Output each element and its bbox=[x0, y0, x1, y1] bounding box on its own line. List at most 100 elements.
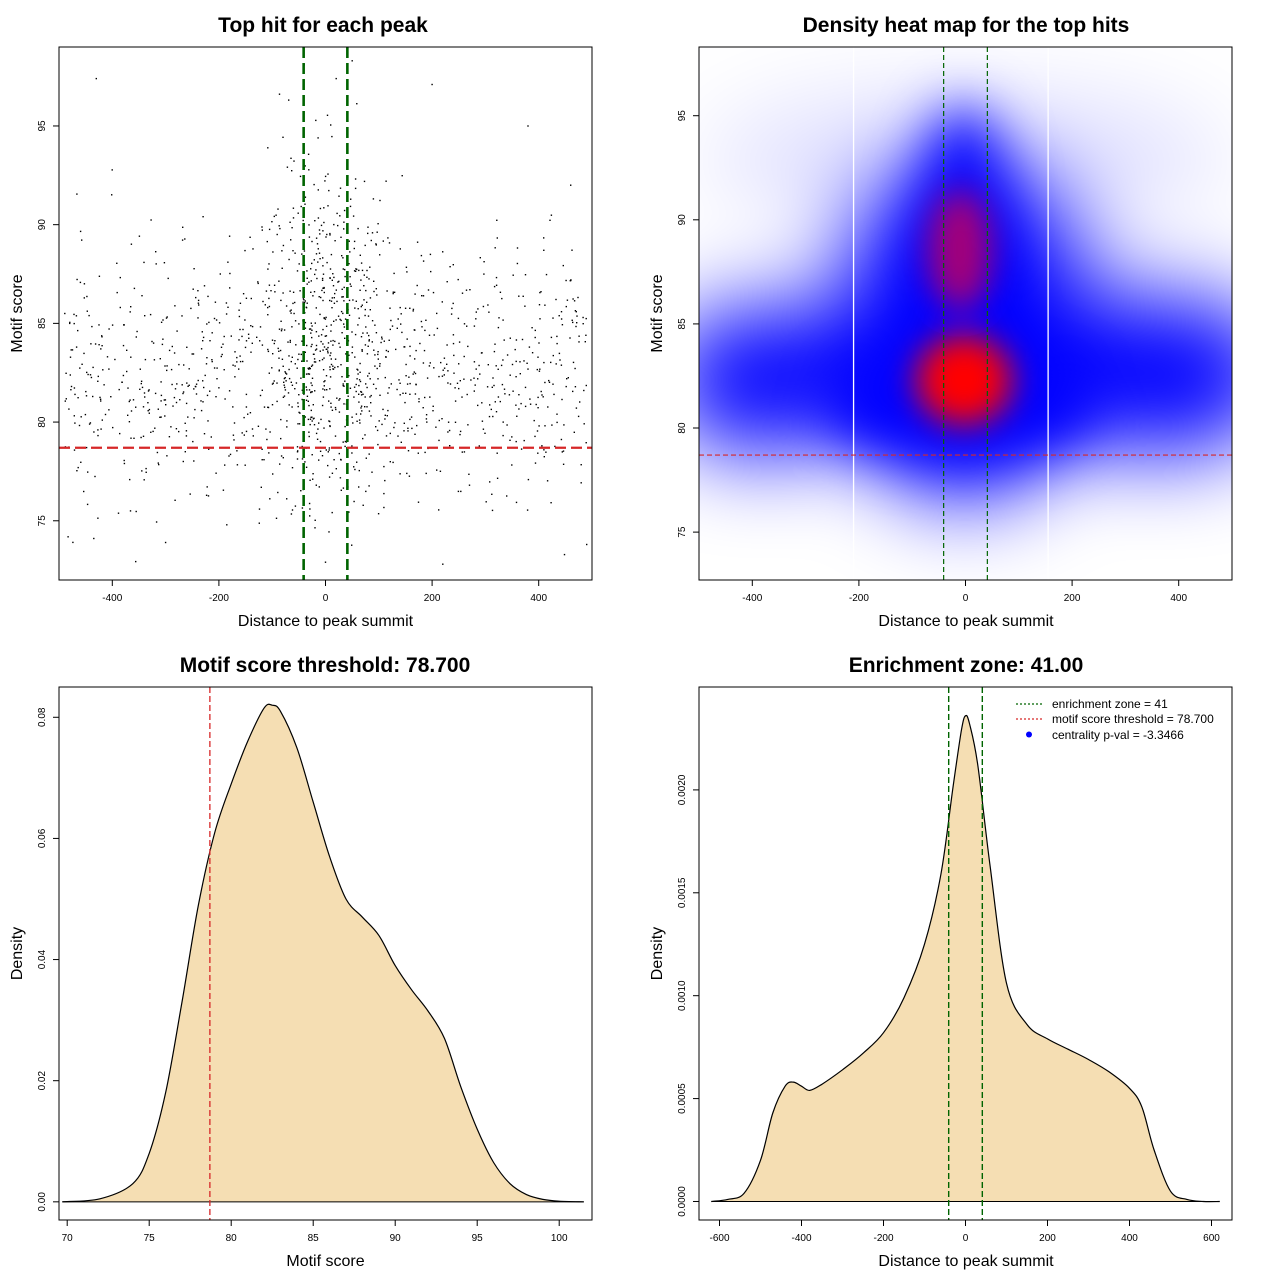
scatter-point bbox=[331, 307, 333, 309]
scatter-point bbox=[187, 385, 189, 387]
scatter-point bbox=[181, 315, 183, 317]
scatter-point bbox=[296, 458, 299, 460]
scatter-point bbox=[258, 522, 260, 524]
scatter-point bbox=[389, 328, 391, 331]
scatter-point bbox=[323, 317, 325, 319]
scatter-point bbox=[368, 372, 370, 375]
scatter-point bbox=[310, 322, 312, 324]
scatter-point bbox=[326, 261, 328, 264]
scatter-point bbox=[331, 409, 334, 411]
scatter-point bbox=[223, 369, 225, 371]
scatter-point bbox=[99, 396, 101, 399]
scatter-point bbox=[369, 396, 371, 398]
scatter-point bbox=[322, 273, 325, 275]
scatter-point bbox=[478, 445, 480, 447]
heatmap-x-tick-label: 0 bbox=[963, 593, 969, 604]
scatter-point bbox=[166, 365, 168, 367]
scatter-point bbox=[257, 282, 259, 285]
legend-label-enrichment: enrichment zone = 41 bbox=[1052, 697, 1168, 711]
scatter-point bbox=[251, 325, 254, 328]
scatter-point bbox=[78, 424, 81, 427]
scatter-point bbox=[269, 498, 271, 500]
scatter-point bbox=[278, 357, 280, 359]
scatter-point bbox=[414, 433, 416, 435]
scatter-point bbox=[361, 410, 363, 412]
scatter-point bbox=[268, 305, 271, 308]
scatter-point bbox=[342, 383, 344, 385]
scatter-point bbox=[363, 299, 365, 301]
score-density-y-tick-label: 0.00 bbox=[37, 1192, 48, 1212]
scatter-point bbox=[429, 362, 431, 364]
scatter-point bbox=[308, 389, 311, 391]
scatter-x-label: Distance to peak summit bbox=[238, 613, 414, 630]
scatter-point bbox=[163, 262, 166, 264]
scatter-point bbox=[208, 321, 210, 324]
scatter-point bbox=[502, 359, 504, 361]
scatter-point bbox=[379, 365, 381, 367]
scatter-point bbox=[218, 387, 220, 389]
scatter-point bbox=[552, 383, 554, 385]
scatter-point bbox=[509, 374, 511, 376]
scatter-point bbox=[259, 340, 261, 342]
scatter-point bbox=[280, 299, 282, 302]
scatter-point bbox=[250, 297, 252, 300]
scatter-point bbox=[273, 284, 276, 286]
scatter-point bbox=[189, 493, 191, 495]
scatter-point bbox=[175, 401, 178, 404]
scatter-point bbox=[365, 457, 367, 459]
scatter-point bbox=[387, 237, 389, 239]
scatter-point bbox=[323, 427, 325, 429]
scatter-point bbox=[292, 302, 294, 305]
scatter-point bbox=[330, 124, 332, 126]
scatter-point bbox=[542, 396, 544, 398]
scatter-point bbox=[310, 382, 312, 384]
scatter-point bbox=[399, 248, 401, 250]
scatter-point bbox=[300, 377, 302, 379]
scatter-point bbox=[582, 316, 584, 319]
scatter-point bbox=[322, 230, 324, 232]
scatter-point bbox=[156, 451, 159, 454]
scatter-point bbox=[327, 346, 329, 349]
scatter-point bbox=[479, 257, 481, 259]
scatter-point bbox=[343, 403, 345, 405]
legend-entry-threshold: motif score threshold = 78.700 bbox=[1016, 712, 1214, 726]
scatter-point bbox=[67, 536, 69, 538]
scatter-point bbox=[329, 425, 331, 427]
scatter-point bbox=[192, 288, 194, 290]
scatter-point bbox=[492, 377, 494, 379]
scatter-point bbox=[425, 472, 427, 475]
scatter-point bbox=[326, 233, 328, 236]
scatter-point bbox=[511, 436, 513, 438]
scatter-point bbox=[315, 307, 317, 309]
scatter-point bbox=[403, 422, 405, 424]
scatter-point bbox=[205, 363, 208, 365]
scatter-point bbox=[233, 422, 236, 424]
scatter-point bbox=[358, 317, 360, 319]
scatter-point bbox=[457, 317, 460, 320]
scatter-point bbox=[406, 271, 408, 273]
scatter-point bbox=[465, 289, 468, 291]
scatter-point bbox=[222, 489, 225, 491]
scatter-point bbox=[502, 421, 504, 423]
scatter-point bbox=[302, 298, 305, 300]
scatter-point bbox=[401, 331, 403, 334]
scatter-point bbox=[167, 277, 169, 280]
scatter-point bbox=[338, 399, 340, 401]
scatter-point bbox=[221, 353, 223, 356]
scatter-point bbox=[413, 371, 415, 373]
scatter-point bbox=[161, 343, 164, 346]
scatter-point bbox=[290, 360, 292, 363]
scatter-point bbox=[282, 244, 285, 247]
scatter-point bbox=[276, 382, 278, 384]
scatter-point bbox=[252, 435, 254, 437]
scatter-point bbox=[357, 369, 359, 371]
scatter-point bbox=[484, 432, 486, 434]
scatter-point bbox=[111, 169, 113, 171]
scatter-point bbox=[337, 366, 339, 368]
scatter-point bbox=[390, 383, 392, 385]
scatter-point bbox=[144, 315, 146, 317]
scatter-point bbox=[374, 365, 376, 367]
distance-density-x-tick-label: 200 bbox=[1039, 1233, 1056, 1244]
scatter-point bbox=[414, 358, 416, 360]
scatter-point bbox=[488, 415, 491, 418]
